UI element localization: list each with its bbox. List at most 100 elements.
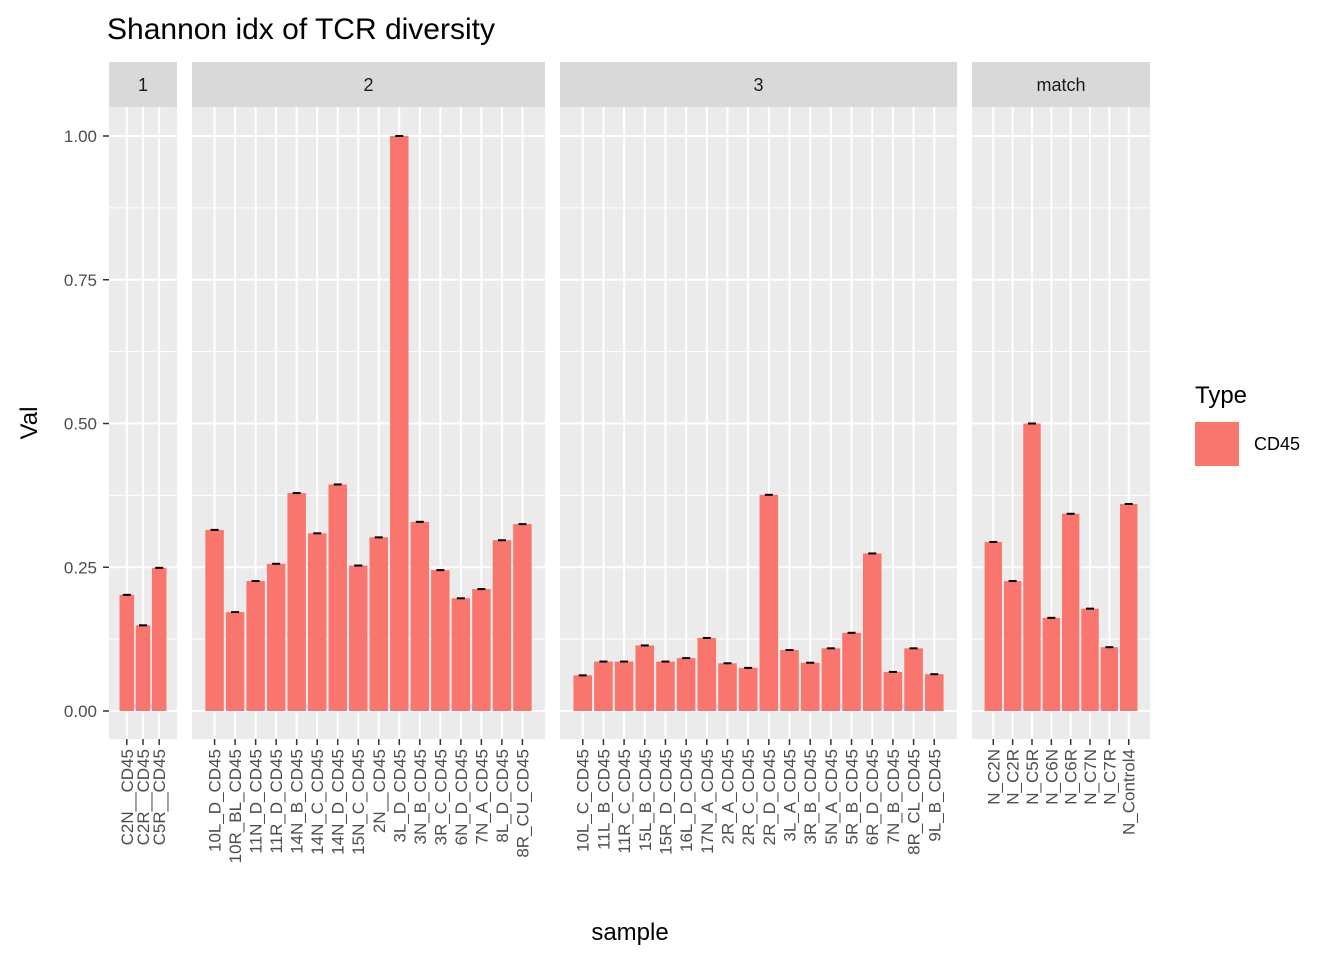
x-tick-label: 3N_B_CD45: [411, 749, 430, 844]
bar: [759, 494, 779, 711]
bar: [135, 625, 151, 711]
x-tick-label: C2R__CD45: [134, 749, 153, 845]
x-tick-label: 2R_D_CD45: [760, 749, 779, 845]
bar: [369, 537, 388, 711]
y-tick-label: 0.00: [64, 702, 97, 721]
bar: [862, 553, 882, 711]
x-tick-label: 3L_A_CD45: [781, 749, 800, 842]
x-tick-label: 8R_CU_CD45: [513, 749, 532, 858]
bar: [780, 650, 799, 711]
bar: [225, 612, 245, 711]
x-tick-label: 7N_B_CD45: [884, 749, 903, 844]
x-tick-label: 14N_C_CD45: [308, 749, 327, 855]
legend: Type CD45: [1195, 382, 1300, 466]
bar: [718, 663, 737, 711]
x-tick-label: C5R__CD45: [150, 749, 169, 845]
x-tick-label: 10R_BL_CD45: [226, 749, 245, 863]
facet-strip-label: 2: [363, 75, 373, 95]
x-tick-label: 15N_C_CD45: [349, 749, 368, 855]
bar: [1100, 647, 1119, 711]
x-tick-label: 11N_D_CD45: [247, 749, 266, 854]
x-tick-label: 10L_C_CD45: [574, 749, 593, 852]
x-tick-label: 11L_B_CD45: [594, 749, 613, 850]
x-tick-label: 3R_B_CD45: [801, 749, 820, 844]
bar: [573, 675, 593, 711]
bar: [1081, 608, 1099, 711]
x-tick-label: N_C5R: [1023, 749, 1042, 805]
y-tick-label: 1.00: [64, 127, 97, 146]
bar: [1061, 513, 1080, 711]
bar: [390, 136, 409, 711]
bar: [151, 567, 167, 711]
x-tick-label: 8L_D_CD45: [493, 749, 512, 843]
x-tick-label: 15R_D_CD45: [656, 749, 675, 855]
y-axis: 0.00 0.25 0.50 0.75 1.00: [64, 127, 109, 721]
bar: [451, 598, 471, 711]
x-tick-label: 3L_D_CD45: [390, 749, 409, 843]
facet-2: 2 10L_D_CD45 10R_BL_CD45 11N_D_CD45 11R_D_CD…: [192, 62, 545, 863]
x-tick-label: N_C2R: [1004, 749, 1023, 805]
x-tick-label: 7N_A_CD45: [472, 749, 491, 844]
bar: [676, 658, 696, 711]
x-tick-label: 6R_D_CD45: [863, 749, 882, 845]
chart-title: Shannon idx of TCR diversity: [107, 13, 495, 46]
facet-strip: [972, 62, 1150, 107]
facet-strip-label: 3: [753, 75, 763, 95]
x-tick-label: N_C2N: [984, 749, 1003, 805]
x-tick-label: 16L_D_CD45: [677, 749, 696, 852]
bar: [738, 667, 758, 711]
x-axis-title: sample: [591, 919, 668, 946]
x-tick-label: C2N__CD45: [118, 749, 137, 845]
x-tick-label: 2N__CD45: [370, 749, 389, 833]
legend-label-cd45: CD45: [1254, 434, 1300, 454]
facet-match: match N_C2N N_C2R N_C5R N_C6N N_C6R N_C7N N_C7R…: [972, 62, 1150, 835]
bar: [842, 632, 861, 711]
bar: [205, 529, 224, 711]
x-tick-label: N_C6R: [1062, 749, 1081, 805]
facet-3: 3 10L_C_CD45 11L_B_CD45 11R_C_CD45 15L_B_CD4…: [560, 62, 957, 855]
facet-strip-label: 1: [138, 75, 148, 95]
bar: [349, 565, 368, 711]
bar: [821, 648, 841, 711]
x-tick-label: N_C7R: [1100, 749, 1119, 805]
x-tick-label: 5N_A_CD45: [822, 749, 841, 844]
facet-strip-label: match: [1036, 75, 1085, 95]
bar: [594, 661, 613, 711]
x-tick-label: 14N_B_CD45: [288, 749, 307, 854]
bar: [1042, 617, 1061, 711]
bar: [410, 521, 430, 711]
bar: [1003, 581, 1022, 711]
bar: [656, 661, 675, 711]
bar: [697, 637, 717, 711]
legend-title: Type: [1195, 382, 1247, 409]
bar: [883, 671, 903, 711]
x-tick-label: 17N_A_CD45: [698, 749, 717, 854]
bar: [119, 594, 135, 711]
bar: [492, 540, 512, 711]
bar: [635, 645, 655, 711]
x-tick-label: 2R_A_CD45: [718, 749, 737, 844]
x-tick-label: 10L_D_CD45: [206, 749, 225, 852]
facet-strip: [109, 62, 177, 107]
bar: [924, 674, 944, 711]
x-tick-label: N_Control4: [1120, 749, 1139, 835]
bar: [246, 581, 265, 711]
bar: [328, 484, 347, 711]
bar: [287, 493, 306, 711]
y-tick-label: 0.75: [64, 271, 97, 290]
bar: [904, 648, 923, 711]
bar: [266, 563, 286, 711]
bar: [307, 533, 327, 711]
x-tick-label: 11R_D_CD45: [267, 749, 286, 854]
facet-strip: [192, 62, 545, 107]
bar: [614, 661, 634, 711]
bar: [513, 524, 532, 711]
y-tick-label: 0.50: [64, 415, 97, 434]
bar: [1023, 423, 1041, 711]
bar: [800, 662, 820, 711]
bar: [1120, 504, 1138, 711]
x-tick-label: 2R_C_CD45: [739, 749, 758, 845]
